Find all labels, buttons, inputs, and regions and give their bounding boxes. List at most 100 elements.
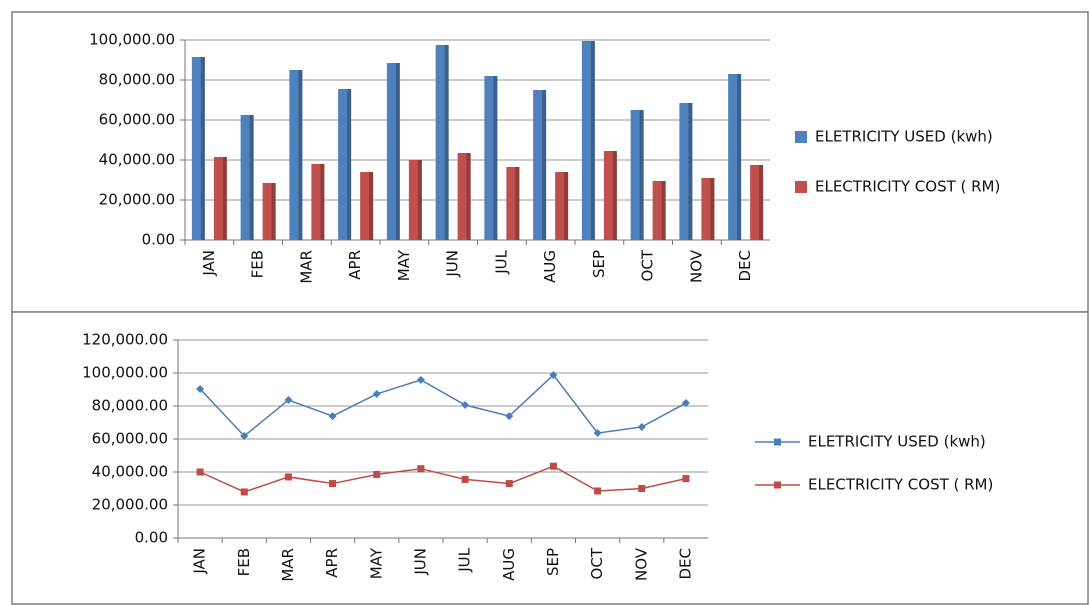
bar-shade [466, 153, 471, 240]
bar [191, 57, 205, 240]
marker [196, 468, 204, 476]
bar [386, 63, 400, 240]
x-tick-label: FEB [235, 548, 253, 576]
bar-shade [542, 90, 547, 240]
x-tick-label: SEP [544, 548, 562, 576]
y-tick-label: 100,000.00 [89, 31, 175, 49]
y-tick-label: 20,000.00 [92, 496, 168, 514]
legend-label: ELETRICITY USED (kwh) [815, 128, 993, 146]
marker [505, 480, 513, 488]
marker [681, 399, 690, 408]
bar-shade [493, 76, 498, 240]
bar-shade [564, 172, 569, 240]
bar [360, 172, 374, 240]
bar [311, 164, 325, 240]
legend-label: ELETRICITY USED (kwh) [808, 433, 986, 451]
line [199, 373, 687, 438]
y-tick-label: 120,000.00 [82, 331, 168, 349]
marker [682, 475, 690, 483]
bar [581, 41, 595, 240]
y-tick-label: 0.00 [142, 231, 175, 249]
bar-shade [271, 183, 276, 240]
x-tick-label: DEC [676, 548, 694, 580]
bar [213, 157, 227, 240]
legend-swatch [795, 131, 807, 143]
bar-shade [395, 63, 400, 240]
bar-shade [222, 157, 227, 240]
bar [533, 90, 547, 240]
bar-shade [417, 160, 422, 240]
marker [593, 429, 602, 438]
bar-shade [320, 164, 325, 240]
bar [679, 103, 693, 240]
bar-shade [710, 178, 715, 240]
marker [416, 375, 425, 384]
bar [408, 160, 422, 240]
y-tick-label: 40,000.00 [99, 151, 175, 169]
x-tick-label: NOV [687, 249, 705, 283]
y-tick-label: 20,000.00 [99, 191, 175, 209]
marker [329, 480, 337, 488]
marker [328, 412, 337, 421]
marker [240, 432, 249, 441]
marker [505, 412, 514, 421]
bar-shade [369, 172, 374, 240]
bar-shade [200, 57, 205, 240]
marker [372, 389, 381, 398]
x-tick-label: JUN [444, 250, 462, 278]
legend-swatch [795, 181, 807, 193]
bar-shade [444, 45, 449, 240]
x-tick-label: OCT [639, 249, 657, 281]
marker [196, 385, 205, 394]
bar [652, 181, 666, 240]
marker [638, 485, 646, 492]
chart-frame [11, 11, 1089, 313]
marker [594, 487, 602, 495]
bar [506, 167, 520, 240]
bar-shade [759, 165, 764, 240]
bar [484, 76, 498, 240]
marker [240, 488, 248, 496]
line [199, 465, 687, 493]
bar-shade [688, 103, 693, 240]
marker [373, 470, 381, 478]
legend-label: ELECTRICITY COST ( RM) [815, 178, 1000, 196]
x-tick-label: MAR [279, 548, 297, 582]
y-tick-label: 0.00 [135, 529, 168, 547]
bar [701, 178, 715, 240]
marker [637, 422, 646, 431]
bar-shade [347, 89, 352, 240]
y-tick-label: 40,000.00 [92, 463, 168, 481]
y-tick-label: 80,000.00 [92, 397, 168, 415]
legend-label: ELECTRICITY COST ( RM) [808, 476, 993, 494]
bar [289, 70, 303, 240]
marker [461, 475, 469, 483]
x-tick-label: APR [323, 548, 341, 578]
x-tick-label: OCT [588, 547, 606, 579]
x-tick-label: AUG [541, 250, 559, 283]
y-tick-label: 60,000.00 [99, 111, 175, 129]
bar [240, 115, 254, 240]
x-tick-label: SEP [590, 250, 608, 278]
x-tick-label: MAY [395, 249, 413, 281]
bar-shade [298, 70, 303, 240]
x-tick-label: JUN [411, 548, 429, 576]
bar-shade [612, 151, 617, 240]
x-tick-label: FEB [249, 250, 267, 278]
bar [630, 110, 644, 240]
bar-shade [249, 115, 254, 240]
bar [435, 45, 449, 240]
x-tick-label: AUG [500, 548, 518, 581]
bar [262, 183, 276, 240]
marker [461, 401, 470, 410]
bar [555, 172, 569, 240]
x-tick-label: APR [346, 250, 364, 280]
marker [417, 465, 425, 473]
chart-frame [11, 311, 1089, 605]
marker [284, 473, 292, 481]
x-tick-label: JAN [200, 250, 218, 277]
bar-shade [639, 110, 644, 240]
bar [750, 165, 764, 240]
bar [338, 89, 352, 240]
